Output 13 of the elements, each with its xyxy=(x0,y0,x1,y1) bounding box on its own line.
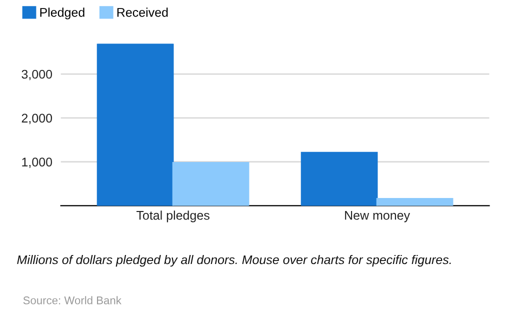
bar xyxy=(376,198,454,206)
x-tick-label: New money xyxy=(345,211,410,222)
legend-label: Pledged xyxy=(40,8,84,20)
bar xyxy=(300,152,378,206)
y-tick-label: 2,000 xyxy=(22,114,52,124)
bar xyxy=(96,44,174,206)
y-tick-label: 1,000 xyxy=(22,158,52,168)
source-note: Source: World Bank xyxy=(23,296,122,304)
y-tick-label: 3,000 xyxy=(22,70,52,80)
bar xyxy=(172,162,250,206)
x-tick-label: Total pledges xyxy=(136,210,210,222)
text: Millions of dollars pledged by all donors. Mouse over charts for specific figures. xyxy=(17,254,451,267)
legend-label: Received xyxy=(117,8,168,17)
